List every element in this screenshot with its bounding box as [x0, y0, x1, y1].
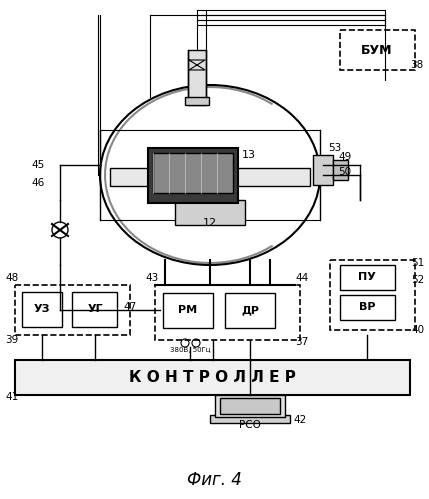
- Bar: [15, 360, 410, 395]
- Bar: [148, 148, 238, 203]
- Text: 48: 48: [6, 273, 18, 283]
- Bar: [333, 160, 348, 180]
- Bar: [185, 97, 209, 105]
- Text: 37: 37: [296, 337, 308, 347]
- Text: 46: 46: [32, 178, 45, 188]
- Bar: [225, 293, 275, 328]
- Bar: [215, 395, 285, 417]
- Text: 52: 52: [411, 275, 425, 285]
- Bar: [210, 415, 290, 423]
- Bar: [220, 398, 280, 414]
- Text: 49: 49: [338, 152, 351, 162]
- Text: ДР: ДР: [241, 305, 259, 315]
- Text: 45: 45: [32, 160, 45, 170]
- Text: 39: 39: [6, 335, 18, 345]
- Bar: [153, 153, 233, 193]
- Bar: [340, 30, 415, 70]
- Text: РСО: РСО: [239, 420, 261, 430]
- Text: 51: 51: [411, 258, 425, 268]
- Text: 42: 42: [293, 415, 307, 425]
- Circle shape: [268, 401, 272, 405]
- Text: 380В, 50Гц: 380В, 50Гц: [170, 347, 210, 353]
- Bar: [340, 295, 395, 320]
- Bar: [313, 155, 333, 185]
- Text: К О Н Т Р О Л Л Е Р: К О Н Т Р О Л Л Е Р: [129, 369, 296, 385]
- Text: 13: 13: [242, 150, 256, 160]
- Text: 43: 43: [145, 273, 159, 283]
- Text: ВР: ВР: [359, 302, 375, 312]
- Text: УЗ: УЗ: [34, 304, 50, 314]
- Text: РМ: РМ: [178, 305, 198, 315]
- Bar: [330, 260, 415, 330]
- Text: ПУ: ПУ: [358, 272, 376, 282]
- Bar: [175, 200, 245, 225]
- Text: 53: 53: [328, 143, 341, 153]
- Bar: [15, 285, 130, 335]
- Text: 12: 12: [203, 218, 217, 228]
- Bar: [22, 292, 62, 327]
- Text: БУМ: БУМ: [361, 43, 393, 56]
- Bar: [110, 168, 310, 186]
- Bar: [340, 265, 395, 290]
- Bar: [155, 285, 300, 340]
- Text: УГ: УГ: [87, 304, 103, 314]
- Bar: [163, 293, 213, 328]
- Text: 40: 40: [411, 325, 425, 335]
- Bar: [188, 50, 206, 105]
- Text: 50: 50: [338, 167, 351, 177]
- Text: 47: 47: [124, 302, 136, 312]
- Text: 44: 44: [296, 273, 308, 283]
- Text: 41: 41: [6, 392, 18, 402]
- Text: 38: 38: [411, 60, 423, 70]
- Text: Фиг. 4: Фиг. 4: [187, 471, 242, 489]
- Bar: [72, 292, 117, 327]
